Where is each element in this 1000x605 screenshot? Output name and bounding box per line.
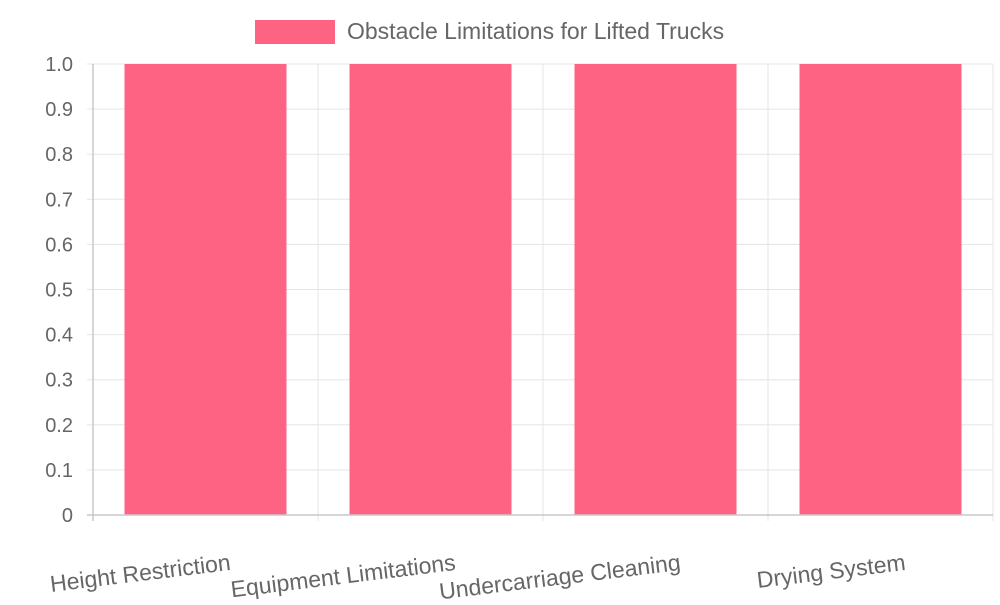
y-tick-label: 0.7 — [45, 189, 73, 211]
y-tick-label: 0 — [62, 505, 73, 527]
y-tick-label: 0.6 — [45, 234, 73, 256]
legend[interactable]: Obstacle Limitations for Lifted Trucks — [255, 18, 724, 44]
bar[interactable] — [799, 64, 962, 515]
x-tick-label: Undercarriage Cleaning — [438, 549, 682, 600]
y-tick-label: 0.4 — [45, 325, 73, 347]
y-tick-label: 0.2 — [45, 415, 73, 437]
y-tick-label: 0.8 — [45, 144, 73, 166]
y-tick-label: 0.3 — [45, 370, 73, 392]
y-tick-label: 0.5 — [45, 280, 73, 302]
x-tick-label: Height Restriction — [49, 549, 232, 597]
y-tick-label: 1.0 — [45, 54, 73, 76]
legend-label[interactable]: Obstacle Limitations for Lifted Trucks — [347, 18, 724, 44]
y-tick-label: 0.1 — [45, 460, 73, 482]
bar[interactable] — [349, 64, 512, 515]
x-tick-label: Drying System — [755, 549, 907, 593]
bar[interactable] — [124, 64, 287, 515]
bars — [124, 64, 962, 515]
x-tick-label: Equipment Limitations — [229, 549, 457, 600]
legend-swatch[interactable] — [255, 20, 335, 44]
bar[interactable] — [574, 64, 737, 515]
y-tick-label: 0.9 — [45, 99, 73, 121]
